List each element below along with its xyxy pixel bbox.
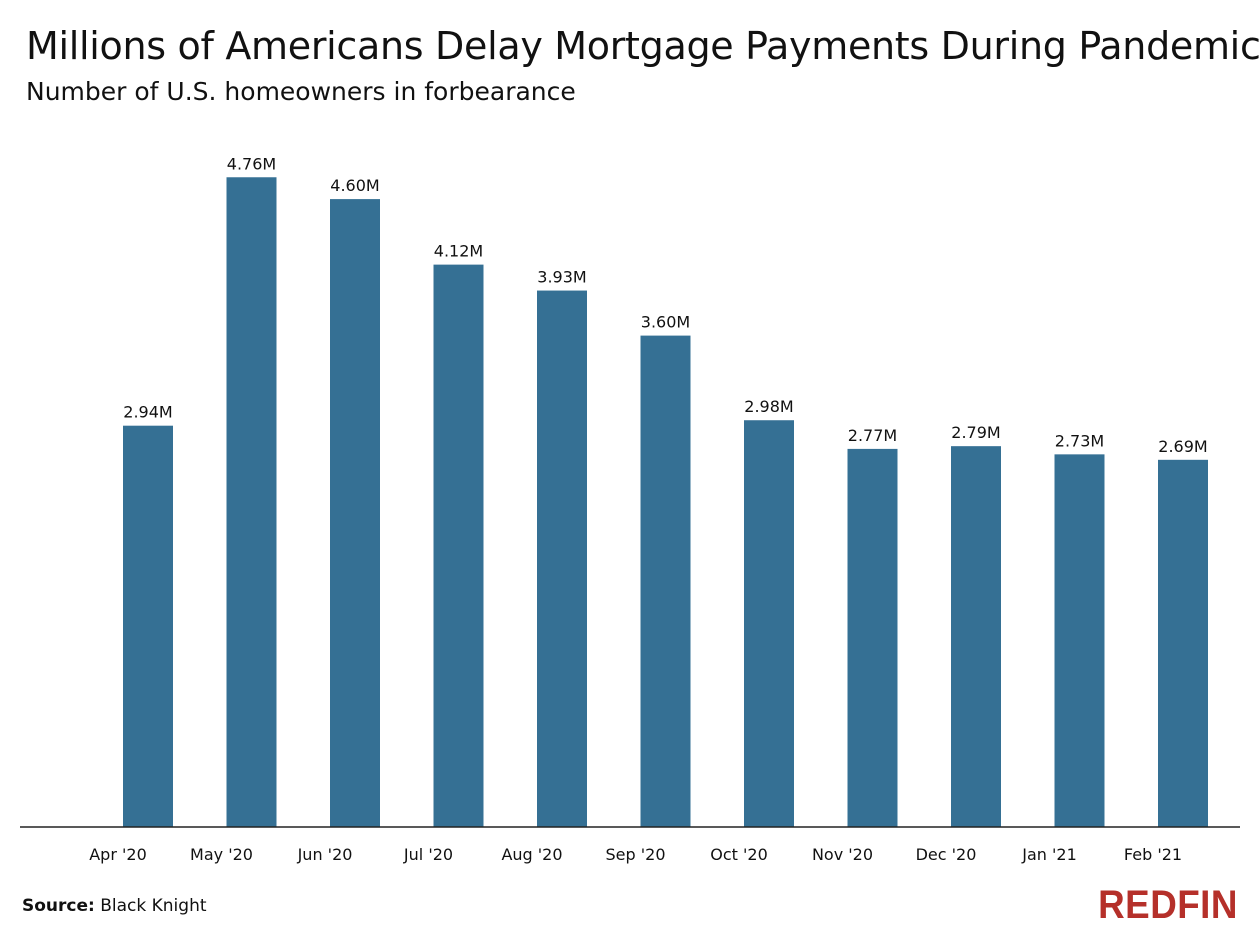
bar-10 xyxy=(1158,459,1208,827)
x-tick-label-2: Jun '20 xyxy=(297,845,353,864)
x-tick-label-0: Apr '20 xyxy=(89,845,147,864)
x-tick-label-6: Oct '20 xyxy=(710,845,768,864)
data-label-6: 2.98M xyxy=(744,397,793,416)
data-label-5: 3.60M xyxy=(641,313,690,332)
bars-group xyxy=(123,177,1208,828)
bar-1 xyxy=(226,177,277,827)
bar-5 xyxy=(640,335,691,827)
data-label-2: 4.60M xyxy=(330,176,379,195)
x-tick-label-3: Jul '20 xyxy=(403,845,453,864)
bar-chart: 2.94M 4.76M 4.60M 4.12M 3.93M 3.60M 2.98M 2.77M… xyxy=(20,154,1240,864)
bar-7 xyxy=(847,448,898,827)
bar-2 xyxy=(330,199,380,828)
chart-subtitle: Number of U.S. homeowners in forbearance xyxy=(26,77,576,106)
data-labels-group: 2.94M 4.76M 4.60M 4.12M 3.93M 3.60M 2.98M 2.77M… xyxy=(123,154,1207,456)
source-label: Source: xyxy=(22,896,95,916)
chart-title: Millions of Americans Delay Mortgage Pay… xyxy=(26,24,1260,68)
data-label-10: 2.69M xyxy=(1158,437,1207,456)
bar-6 xyxy=(744,420,794,827)
bar-4 xyxy=(537,290,587,827)
source-value: Black Knight xyxy=(100,896,207,916)
data-label-3: 4.12M xyxy=(434,242,483,261)
x-tick-label-4: Aug '20 xyxy=(501,845,562,864)
data-label-4: 3.93M xyxy=(537,268,586,287)
bar-3 xyxy=(433,264,484,827)
x-tick-label-8: Dec '20 xyxy=(916,845,977,864)
x-tick-label-5: Sep '20 xyxy=(606,845,666,864)
data-label-0: 2.94M xyxy=(123,403,172,422)
data-label-7: 2.77M xyxy=(848,426,897,445)
x-tick-label-9: Jan '21 xyxy=(1021,845,1077,864)
bar-9 xyxy=(1054,454,1105,827)
data-label-9: 2.73M xyxy=(1055,431,1104,450)
bar-8 xyxy=(951,446,1001,827)
data-label-1: 4.76M xyxy=(227,154,276,173)
x-tick-label-10: Feb '21 xyxy=(1124,845,1182,864)
redfin-logo: REDFIN xyxy=(1098,883,1238,927)
source-note: Source: Black Knight xyxy=(22,896,207,916)
data-label-8: 2.79M xyxy=(951,423,1000,442)
x-tick-labels-group: Apr '20 May '20 Jun '20 Jul '20 Aug '20 Sep '… xyxy=(89,845,1182,864)
bar-0 xyxy=(123,425,173,827)
x-tick-label-7: Nov '20 xyxy=(812,845,873,864)
x-tick-label-1: May '20 xyxy=(190,845,253,864)
